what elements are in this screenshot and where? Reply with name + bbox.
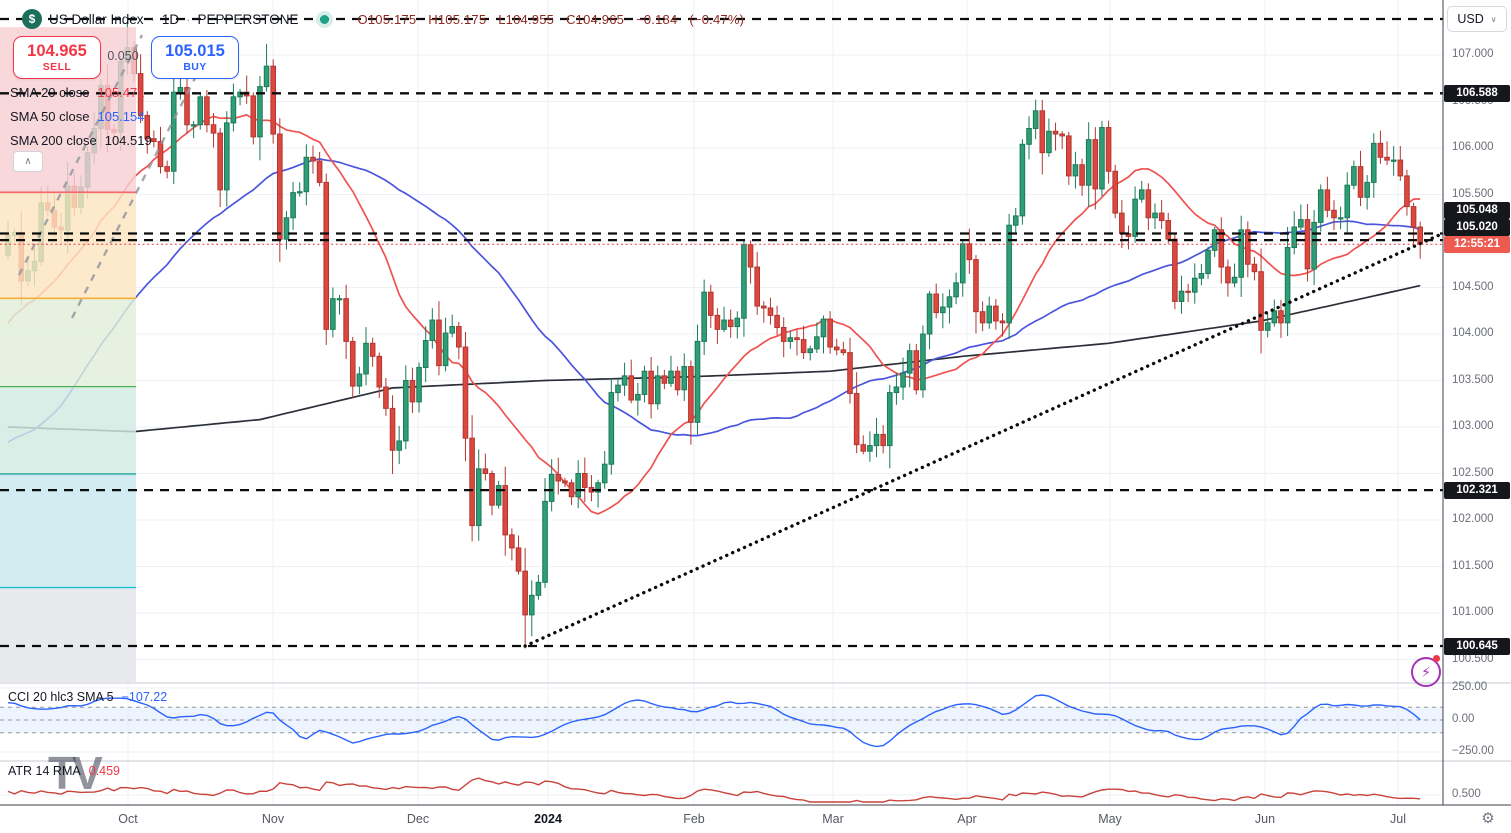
tradingview-watermark: TV <box>48 747 103 799</box>
spread-value: 0.050 <box>107 49 139 63</box>
cci-value: −107.22 <box>121 690 168 704</box>
atr-label: ATR 14 RMA <box>8 764 81 778</box>
cci-tick-label: 0.00 <box>1452 713 1475 725</box>
price-level-tag[interactable]: 106.588 <box>1444 84 1510 102</box>
sma200-legend-row[interactable]: SMA 200 close 104.519 <box>10 131 152 149</box>
timeframe-button[interactable]: 1D <box>161 11 180 27</box>
price-tick-label: 107.000 <box>1452 48 1494 60</box>
header-separator: · <box>186 11 191 27</box>
currency-dropdown[interactable]: USD ∨ <box>1447 6 1507 32</box>
sma200-label: SMA 200 close <box>10 132 97 148</box>
ohlc-high: H105.175 <box>428 11 487 27</box>
sma50-label: SMA 50 close <box>10 108 90 124</box>
notification-dot <box>1433 655 1440 662</box>
price-tick-label: 101.000 <box>1452 606 1494 618</box>
quick-trade-lightning-icon[interactable]: ⚡ <box>1411 657 1441 687</box>
time-axis-label: Jun <box>1254 812 1276 826</box>
buy-label: BUY <box>183 60 207 73</box>
price-tick-label: 103.500 <box>1452 373 1494 386</box>
ohlc-low: L104.955 <box>498 11 555 27</box>
axis-settings-gear-icon[interactable]: ⚙ <box>1481 810 1495 827</box>
time-axis-label: Mar <box>822 812 844 826</box>
cci-label: CCI 20 hlc3 SMA 5 <box>8 690 114 704</box>
price-tick-label: 105.500 <box>1452 187 1494 200</box>
price-tick-label: 100.500 <box>1452 652 1494 665</box>
sell-label: SELL <box>42 60 72 73</box>
market-status-icon[interactable] <box>319 14 329 24</box>
header-separator: · <box>150 11 155 27</box>
time-axis-label: Feb <box>683 812 705 826</box>
time-axis-label: Oct <box>118 812 138 826</box>
currency-label: USD <box>1457 12 1484 26</box>
sma50-legend-row[interactable]: SMA 50 close 105.154 <box>10 107 145 125</box>
exchange-name[interactable]: PEPPERSTONE <box>197 11 299 27</box>
sma20-legend-row[interactable]: SMA 20 close 105.471 <box>10 83 145 101</box>
sma50-value: 105.154 <box>97 108 145 124</box>
time-axis-label: 2024 <box>534 812 562 826</box>
time-axis-label: Nov <box>261 812 285 826</box>
price-tick-label: 101.500 <box>1452 559 1494 572</box>
atr-tick-label: 0.500 <box>1452 788 1481 800</box>
time-axis[interactable]: Oct Nov Dec 2024 Feb Mar Apr May Jun Jul <box>0 806 1511 833</box>
cci-tick-label: 250.00 <box>1452 681 1488 693</box>
chevron-down-icon: ∨ <box>1490 14 1497 24</box>
chevron-up-icon: ∧ <box>24 156 32 167</box>
price-tick-label: 102.000 <box>1452 513 1494 525</box>
price-tick-label: 102.500 <box>1452 466 1494 479</box>
price-tick-label: 106.000 <box>1452 141 1494 153</box>
price-tick-label: 103.000 <box>1452 420 1494 432</box>
sell-price: 104.965 <box>27 41 87 60</box>
symbol-logo-icon[interactable]: $ <box>22 9 42 29</box>
price-level-tag[interactable]: 102.321 <box>1444 481 1510 499</box>
sell-button[interactable]: 104.965 SELL <box>13 36 101 79</box>
ohlc-change: −0.184 <box>636 11 678 27</box>
price-level-tag[interactable]: 105.048 <box>1444 202 1510 220</box>
chart-header: $ US Dollar Index · 1D · PEPPERSTONE O10… <box>22 8 744 30</box>
collapse-legend-button[interactable]: ∧ <box>13 151 43 172</box>
symbol-title[interactable]: US Dollar Index <box>49 11 144 27</box>
buy-price: 105.015 <box>165 41 225 60</box>
time-axis-label: Apr <box>957 812 977 826</box>
atr-legend-row[interactable]: ATR 14 RMA 0.459 <box>8 764 120 778</box>
cci-tick-label: −250.00 <box>1452 745 1494 757</box>
ohlc-open: O105.175 <box>357 11 417 27</box>
price-level-tag[interactable]: 100.645 <box>1444 637 1510 655</box>
sma200-value: 104.519 <box>104 132 152 148</box>
price-axis[interactable]: 107.000106.500106.000105.500105.000104.5… <box>1444 0 1511 805</box>
time-axis-label: May <box>1098 812 1122 826</box>
time-axis-label: Jul <box>1390 812 1406 826</box>
price-tick-label: 104.000 <box>1452 327 1494 339</box>
ohlc-readout: O105.175 H105.175 L104.955 C104.965 −0.1… <box>358 12 745 27</box>
ohlc-close: C104.965 <box>566 11 625 27</box>
price-level-tag[interactable]: 105.020 <box>1444 219 1510 237</box>
atr-value: 0.459 <box>88 764 120 778</box>
ohlc-change-pct: (−0.47%) <box>689 11 745 27</box>
price-tick-label: 104.500 <box>1452 280 1494 293</box>
sma20-label: SMA 20 close <box>10 84 90 100</box>
buy-button[interactable]: 105.015 BUY <box>151 36 239 79</box>
countdown-tag[interactable]: 12:55:21 <box>1444 236 1510 254</box>
time-axis-label: Dec <box>406 812 430 826</box>
sma20-value: 105.471 <box>97 84 145 100</box>
cci-legend-row[interactable]: CCI 20 hlc3 SMA 5 −107.22 <box>8 690 167 704</box>
